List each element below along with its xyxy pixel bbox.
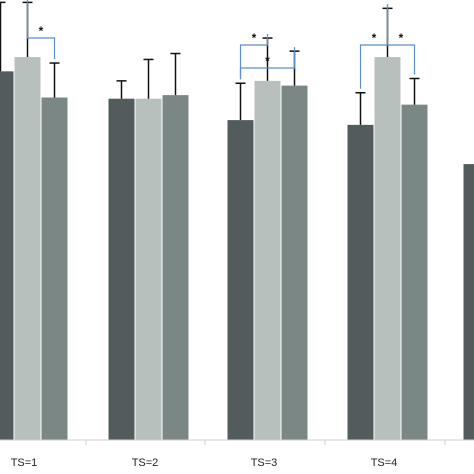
significance-bracket: * xyxy=(26,0,56,60)
x-tick-label: TS=3 xyxy=(251,457,278,469)
error-bar-TS3-s1 xyxy=(235,82,246,121)
x-tick-label: TS=4 xyxy=(371,457,398,469)
significance-star: * xyxy=(265,54,270,68)
bars-layer xyxy=(0,57,474,441)
bar-TS2-s1 xyxy=(108,98,135,441)
error-bar-TS2-s1 xyxy=(116,80,127,99)
significance-bracket: * xyxy=(239,31,269,80)
error-bar-TS2-s3 xyxy=(170,52,181,96)
x-tick-label: TS=2 xyxy=(132,457,159,469)
error-bar-TS1-s3 xyxy=(49,62,60,98)
bar-TS3-s1 xyxy=(227,120,254,441)
error-bar-TS4-s1 xyxy=(355,92,366,125)
error-bar-TS4-s3 xyxy=(409,77,420,105)
significance-bracket: * xyxy=(386,4,416,75)
bar-TS2-s3 xyxy=(162,95,189,440)
x-ticks-layer: TS=1TS=2TS=3TS=4TS=5 xyxy=(11,440,446,469)
significance-star: * xyxy=(39,24,44,38)
significance-bracket: * xyxy=(239,47,296,80)
bar-TS3-s2 xyxy=(254,80,281,440)
bar-TS3-s3 xyxy=(281,85,308,441)
bar-TS4-s3 xyxy=(401,104,428,440)
significance-star: * xyxy=(372,31,377,45)
error-bar-TS1-s1 xyxy=(0,1,6,72)
bar-TS2-s2 xyxy=(135,98,162,441)
bar-TS4-s1 xyxy=(347,124,374,440)
significance-star: * xyxy=(252,31,257,45)
error-bar-TS2-s2 xyxy=(143,58,154,99)
bar-TS1-s2 xyxy=(14,57,41,440)
bar-TS4-s2 xyxy=(374,57,401,440)
x-tick-label: TS=1 xyxy=(11,457,38,469)
bar-TS5-s1 xyxy=(463,164,474,441)
bar-TS1-s3 xyxy=(41,97,68,440)
significance-star: * xyxy=(399,31,404,45)
significance-layer: * * * * * xyxy=(26,0,416,89)
bar-TS1-s1 xyxy=(0,71,14,440)
